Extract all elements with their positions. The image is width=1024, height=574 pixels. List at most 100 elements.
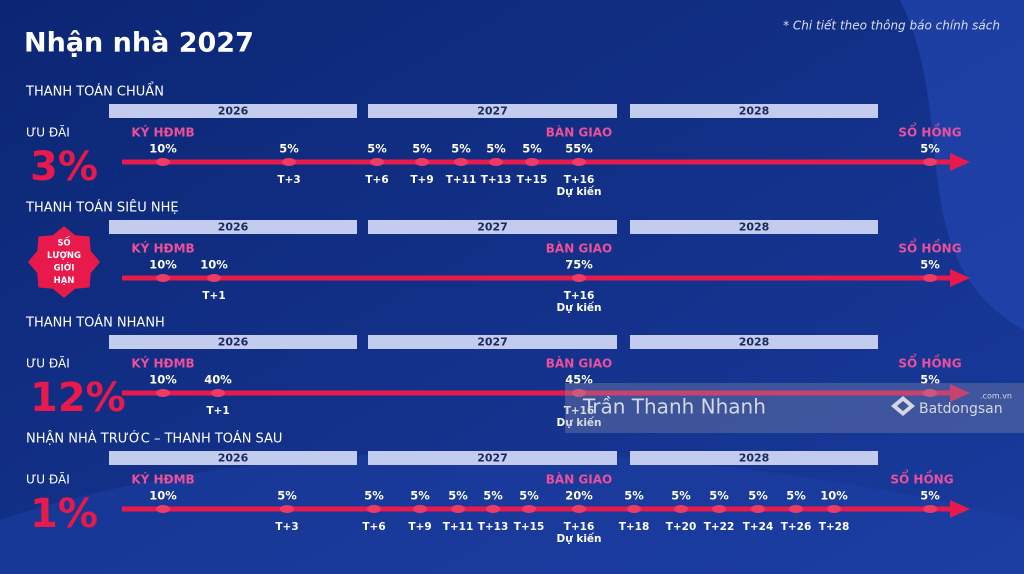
point-dot (413, 505, 427, 513)
point-time: T+24 (743, 521, 774, 533)
point-time: T+16 (564, 290, 595, 302)
milestone-label: KÝ HĐMB (131, 125, 194, 140)
point-pct: 5% (483, 489, 503, 503)
point-time: T+9 (408, 521, 431, 533)
point-time: T+1 (202, 290, 225, 302)
point-dot (454, 158, 468, 166)
discount-label: ƯU ĐÃI (26, 356, 70, 371)
year-label: 2026 (218, 452, 249, 465)
point-pct: 10% (149, 373, 177, 387)
watermark-logo (891, 396, 915, 416)
point-pct: 5% (410, 489, 430, 503)
point-dot (415, 158, 429, 166)
point-pct: 5% (920, 489, 940, 503)
milestone-label: BÀN GIAO (546, 356, 612, 371)
point-dot (370, 158, 384, 166)
point-time: T+13 (481, 174, 512, 186)
discount-value: 12% (30, 375, 126, 421)
point-dot (572, 158, 586, 166)
discount-value: 3% (30, 144, 98, 190)
point-note: Dự kiến (556, 416, 601, 429)
year-bar (368, 104, 617, 118)
milestone-label: KÝ HĐMB (131, 356, 194, 371)
point-pct: 5% (448, 489, 468, 503)
point-dot (827, 505, 841, 513)
point-dot (367, 505, 381, 513)
point-pct: 5% (786, 489, 806, 503)
section-name: THANH TOÁN CHUẨN (25, 83, 164, 100)
point-time: T+26 (781, 521, 812, 533)
year-label: 2027 (477, 105, 508, 118)
year-bar (109, 335, 357, 349)
point-time: T+15 (514, 521, 545, 533)
point-pct: 45% (565, 373, 593, 387)
point-pct: 5% (451, 142, 471, 156)
year-label: 2028 (739, 221, 770, 234)
point-pct: 10% (149, 142, 177, 156)
point-pct: 5% (624, 489, 644, 503)
arrow-head (950, 153, 970, 171)
point-pct: 5% (522, 142, 542, 156)
year-label: 2027 (477, 452, 508, 465)
point-pct: 10% (149, 489, 177, 503)
year-bar (368, 335, 617, 349)
point-pct: 5% (709, 489, 729, 503)
watermark-domain: .com.vn (980, 392, 1012, 401)
watermark-bg (565, 383, 1024, 433)
title: Nhận nhà 2027 (24, 28, 254, 59)
point-dot (923, 274, 937, 282)
point-dot (156, 389, 170, 397)
point-pct: 5% (367, 142, 387, 156)
year-bar (109, 451, 357, 465)
point-time: T+11 (443, 521, 474, 533)
point-pct: 10% (149, 258, 177, 272)
milestone-label: BÀN GIAO (546, 241, 612, 256)
section-name: NHẬN NHÀ TRƯỚC – THANH TOÁN SAU (26, 431, 282, 447)
point-time: T+6 (365, 174, 388, 186)
point-pct: 5% (748, 489, 768, 503)
point-time: T+15 (517, 174, 548, 186)
point-pct: 40% (204, 373, 232, 387)
badge-text: HẠN (54, 276, 75, 286)
point-dot (751, 505, 765, 513)
arrow-head (950, 269, 970, 287)
point-pct: 5% (277, 489, 297, 503)
milestone-label: BÀN GIAO (546, 472, 612, 487)
point-dot (280, 505, 294, 513)
year-label: 2027 (477, 221, 508, 234)
timeline (122, 506, 954, 512)
point-dot (522, 505, 536, 513)
point-pct: 5% (519, 489, 539, 503)
point-dot (451, 505, 465, 513)
point-pct: 10% (200, 258, 228, 272)
point-pct: 5% (412, 142, 432, 156)
point-note: Dự kiến (556, 301, 601, 314)
point-time: T+18 (619, 521, 650, 533)
milestone-label: SỔ HỒNG (898, 239, 961, 256)
point-dot (486, 505, 500, 513)
point-dot (572, 274, 586, 282)
point-dot (674, 505, 688, 513)
discount-label: ƯU ĐÃI (26, 472, 70, 487)
timeline (122, 275, 954, 281)
point-dot (156, 274, 170, 282)
point-pct: 5% (486, 142, 506, 156)
timeline (122, 390, 954, 396)
point-dot (789, 505, 803, 513)
point-time: T+16 (564, 174, 595, 186)
year-bar (630, 335, 878, 349)
point-dot (712, 505, 726, 513)
year-label: 2026 (218, 336, 249, 349)
watermark-brand: Batdongsan (919, 401, 1003, 417)
point-pct: 5% (920, 373, 940, 387)
year-label: 2028 (739, 105, 770, 118)
point-note: Dự kiến (556, 532, 601, 545)
milestone-label: KÝ HĐMB (131, 241, 194, 256)
point-pct: 20% (565, 489, 593, 503)
point-pct: 10% (820, 489, 848, 503)
section-name: THANH TOÁN SIÊU NHẸ (25, 200, 179, 216)
year-bar (630, 104, 878, 118)
year-bar (630, 451, 878, 465)
point-pct: 5% (364, 489, 384, 503)
